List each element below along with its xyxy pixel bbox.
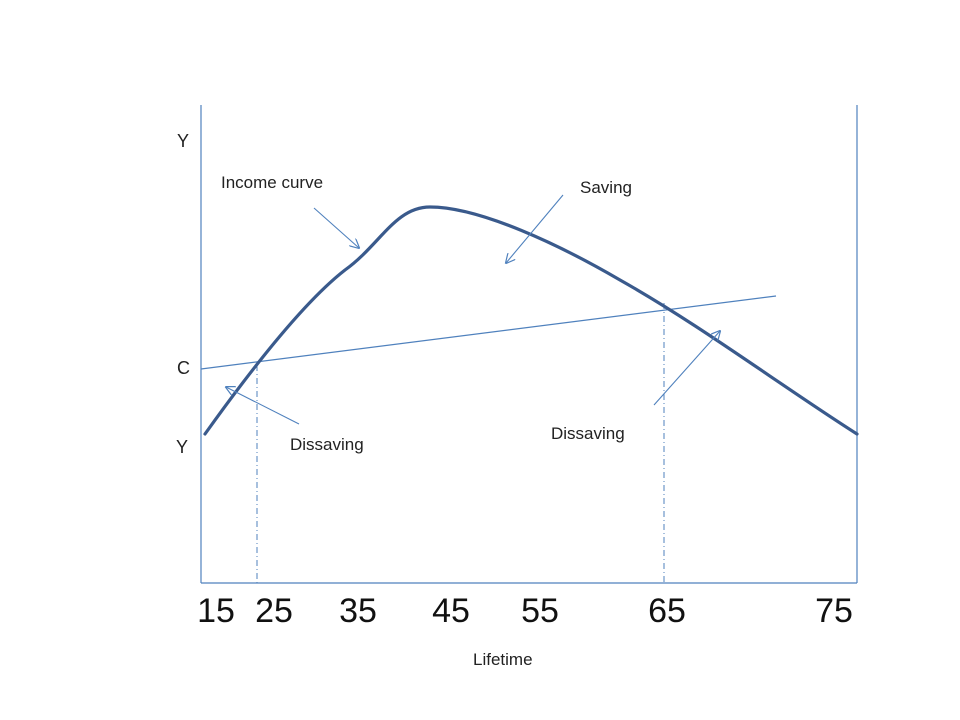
x-tick-label: 75 [815,592,853,630]
saving-label: Saving [580,178,632,197]
saving-arrow [506,194,564,263]
income-curve-label: Income curve [221,173,324,192]
income-curve [203,205,859,436]
y-axis-label-bottom: Y [176,437,189,457]
consumption-line [200,295,777,370]
dissaving-right-arrow [653,331,720,406]
x-tick-label: 45 [432,592,470,630]
y-axis-label-consumption: C [177,358,190,378]
income-curve-arrow [313,207,359,248]
y-axis-label-top: Y [177,131,190,151]
dissaving-left-arrow [226,387,300,425]
dissaving-left-label: Dissaving [290,435,364,454]
x-tick-label: 15 [197,592,235,630]
x-tick-label: 35 [339,592,377,630]
x-tick-label: 55 [521,592,559,630]
dissaving-right-label: Dissaving [551,424,625,443]
x-axis-label: Lifetime [473,650,533,669]
x-tick-label: 65 [648,592,686,630]
x-tick-label: 25 [255,592,293,630]
